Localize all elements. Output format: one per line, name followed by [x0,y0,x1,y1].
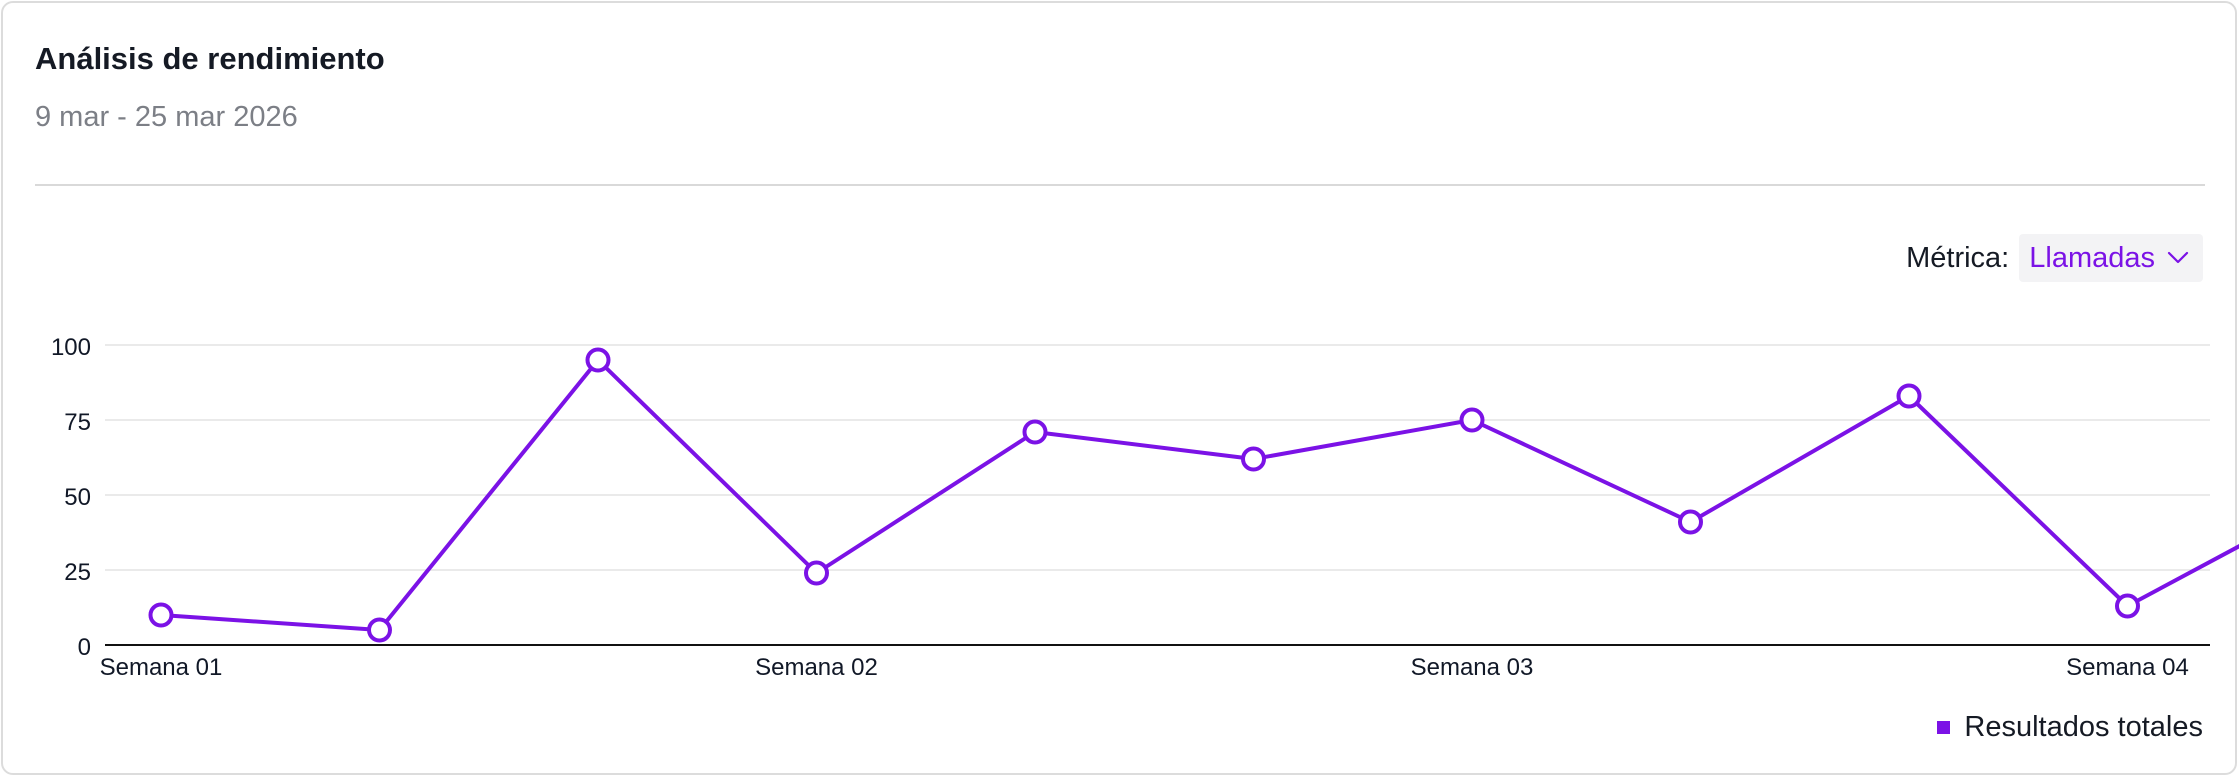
y-tick-label: 0 [78,634,91,661]
legend-swatch [1937,721,1951,734]
y-tick-label: 50 [64,484,91,511]
y-tick-label: 100 [51,334,91,361]
data-point [1896,383,1922,409]
date-range: 9 mar - 25 mar 2026 [35,101,298,133]
x-tick-label: Semana 04 [2066,654,2189,681]
y-tick-label: 75 [64,409,91,436]
data-point [1241,446,1266,472]
data-point [148,602,174,628]
data-point [1678,509,1703,535]
y-tick-label: 25 [64,559,91,586]
metric-selected-value: Llamadas [2029,241,2155,274]
data-point [804,560,829,586]
legend-label: Resultados totales [1964,711,2203,743]
metric-select[interactable]: Llamadas [2019,234,2203,282]
page-title: Análisis de rendimiento [35,41,385,76]
x-tick-label: Semana 01 [100,654,223,681]
data-point [1459,407,1485,433]
data-point [2115,593,2140,619]
metric-picker: Métrica: Llamadas [1906,234,2203,282]
header-divider [35,184,2205,186]
line-chart: 0 25 50 75 100 Semana 01 Semana 02 Semana 03 Sem… [51,334,2239,681]
x-tick-label: Semana 02 [755,654,878,681]
chart-legend: Resultados totales [1937,711,2203,744]
data-point [367,617,392,643]
data-point [1022,419,1048,445]
data-point [585,347,611,373]
x-tick-label: Semana 03 [1411,654,1534,681]
metric-label: Métrica: [1906,241,2010,274]
chevron-down-icon [2167,251,2189,264]
